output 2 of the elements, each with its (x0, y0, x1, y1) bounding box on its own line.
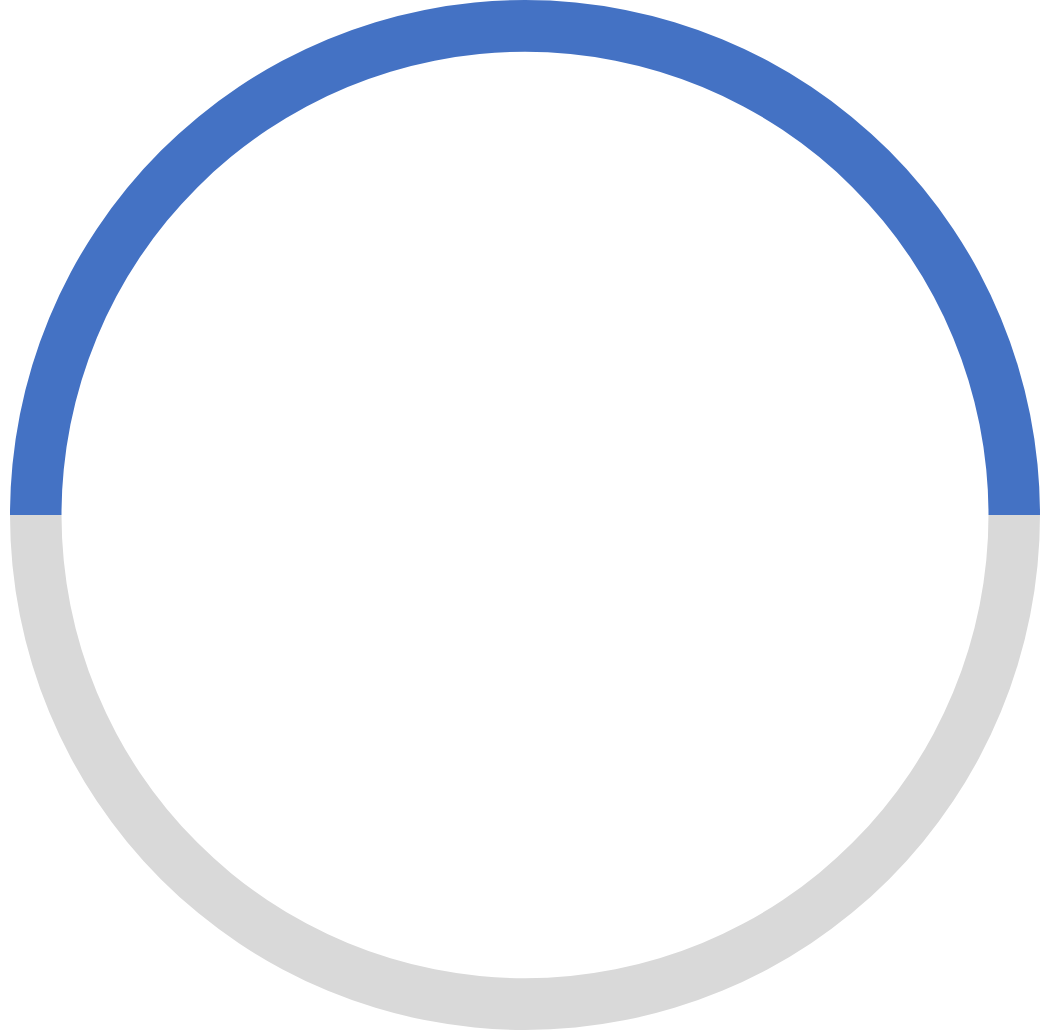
donut-slice (10, 515, 1040, 1029)
donut-slice (10, 1, 1040, 515)
